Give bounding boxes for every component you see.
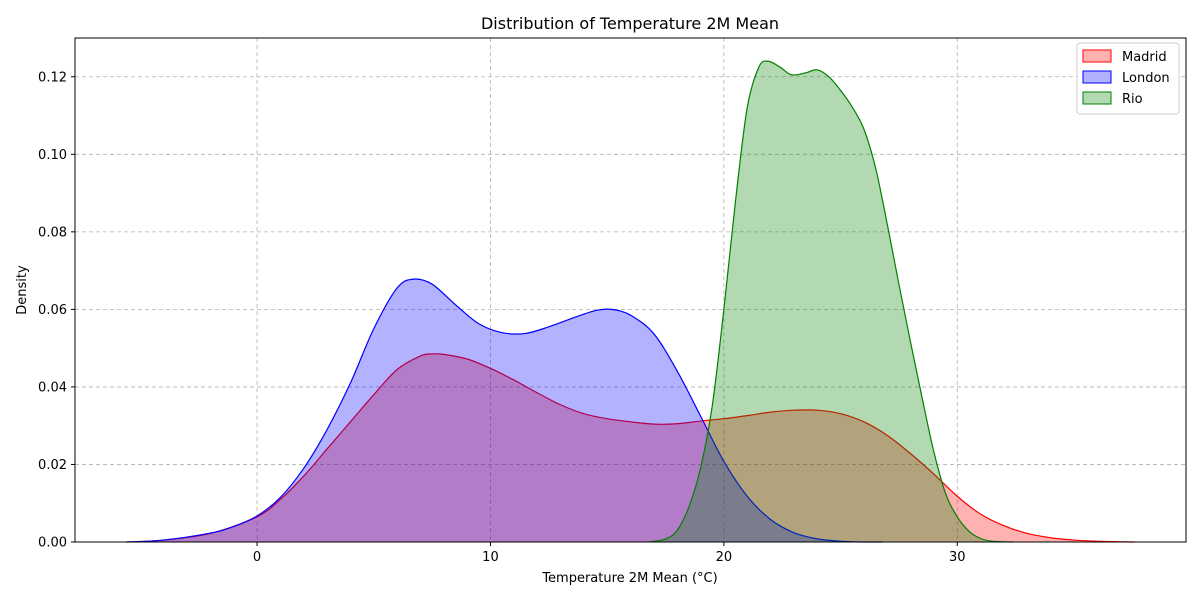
chart-title: Distribution of Temperature 2M Mean (481, 14, 779, 33)
axes-frame (74, 37, 1187, 543)
x-tick-label: 0 (253, 550, 261, 565)
y-tick-label: 0.04 (38, 380, 67, 395)
legend-label-rio: Rio (1122, 92, 1143, 107)
x-tick-label: 30 (949, 550, 966, 565)
legend-label-madrid: Madrid (1122, 50, 1167, 65)
legend-swatch-london (1082, 70, 1112, 84)
x-tick-label: 20 (716, 550, 733, 565)
series-layer (126, 60, 1135, 543)
series-line-madrid (126, 353, 1135, 543)
grid (75, 38, 1186, 543)
y-axis-label: Density (15, 265, 30, 315)
ticks: 0 10 20 30 0.00 0.02 0.04 0.06 0.08 0.10 0.12 (38, 70, 965, 565)
x-axis-label: Temperature 2M Mean (°C) (541, 571, 717, 586)
series-area-rio (649, 61, 1014, 543)
series-line-london (126, 278, 883, 543)
legend-label-london: London (1122, 71, 1170, 86)
series-line-rio (649, 60, 1014, 543)
y-tick-label: 0.02 (38, 458, 67, 473)
series-area-london (126, 278, 883, 542)
y-tick-label: 0.06 (38, 303, 67, 318)
y-tick-label: 0.10 (38, 148, 67, 163)
legend-swatch-rio (1082, 91, 1112, 105)
y-tick-label: 0.08 (38, 225, 67, 240)
y-tick-label: 0.12 (38, 70, 67, 85)
y-tick-label: 0.00 (38, 536, 67, 551)
series-area-madrid (126, 353, 1135, 542)
x-tick-label: 10 (482, 550, 499, 565)
legend-swatch-madrid (1082, 49, 1112, 63)
legend-box (1076, 42, 1180, 115)
legend: Madrid London Rio (1076, 42, 1180, 115)
